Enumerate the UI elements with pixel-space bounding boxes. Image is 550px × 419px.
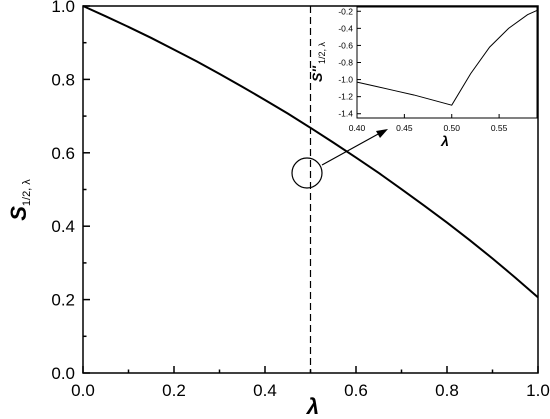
main-ytick-label: 0.6 bbox=[51, 144, 75, 163]
inset-xlabel: λ bbox=[440, 133, 449, 149]
zoom-circle bbox=[291, 157, 323, 189]
inset-ytick-label: -0.2 bbox=[338, 6, 353, 16]
main-ytick-label: 0.0 bbox=[51, 364, 75, 383]
inset-ytick-label: -1.2 bbox=[338, 92, 353, 102]
svg-text:S1/2, λ: S1/2, λ bbox=[6, 179, 33, 221]
zoom-arrow bbox=[321, 129, 388, 166]
main-xlabel: λ bbox=[306, 394, 319, 419]
main-ylabel: S1/2, λ bbox=[6, 179, 33, 221]
main-ytick-label: 0.8 bbox=[51, 70, 75, 89]
main-series-line bbox=[82, 5, 539, 299]
inset-ytick-label: -1.4 bbox=[338, 109, 353, 119]
inset-background bbox=[357, 7, 537, 118]
main-xtick-label: 0.2 bbox=[162, 381, 186, 400]
inset-xtick-label: 0.55 bbox=[491, 123, 508, 133]
main-ytick-label: 0.2 bbox=[51, 291, 75, 310]
main-ytick-label: 1.0 bbox=[51, 0, 75, 16]
inset-ytick-label: -0.6 bbox=[338, 40, 353, 50]
inset-ylabel-sub: 1/2, λ bbox=[317, 41, 327, 64]
inset-ytick-label: -0.4 bbox=[338, 23, 353, 33]
inset-ytick-label: -0.8 bbox=[338, 58, 353, 68]
inset-ylabel: S''1/2, λ bbox=[309, 41, 327, 82]
main-xtick-label: 0.8 bbox=[435, 381, 459, 400]
inset-ytick-label: -1.0 bbox=[338, 75, 353, 85]
svg-text:S''1/2, λ: S''1/2, λ bbox=[309, 41, 327, 82]
inset-xtick-label: 0.50 bbox=[443, 123, 460, 133]
main-ylabel-sub: 1/2, λ bbox=[21, 179, 33, 206]
inset-ylabel-main: S'' bbox=[309, 65, 325, 82]
main-ytick-label: 0.4 bbox=[51, 217, 75, 236]
main-ylabel-main: S bbox=[6, 206, 31, 221]
inset-ticks bbox=[356, 10, 500, 118]
inset-tick-labels: 0.40 0.45 0.50 0.55 -1.4 -1.2 -1.0 -0.8 -0.6 -0.4… bbox=[338, 6, 507, 133]
main-xtick-label: 1.0 bbox=[526, 381, 550, 400]
inset-xtick-label: 0.40 bbox=[349, 123, 366, 133]
main-xtick-label: 0.6 bbox=[344, 381, 368, 400]
main-xtick-label: 0.4 bbox=[253, 381, 277, 400]
main-xtick-label: 0.0 bbox=[71, 381, 95, 400]
inset-xtick-label: 0.45 bbox=[396, 123, 413, 133]
inset-series-line bbox=[356, 9, 538, 106]
main-tick-labels: 0.0 0.2 0.4 0.6 0.8 1.0 0.0 0.2 0.4 0.6 0.8 1.0 bbox=[51, 0, 549, 400]
